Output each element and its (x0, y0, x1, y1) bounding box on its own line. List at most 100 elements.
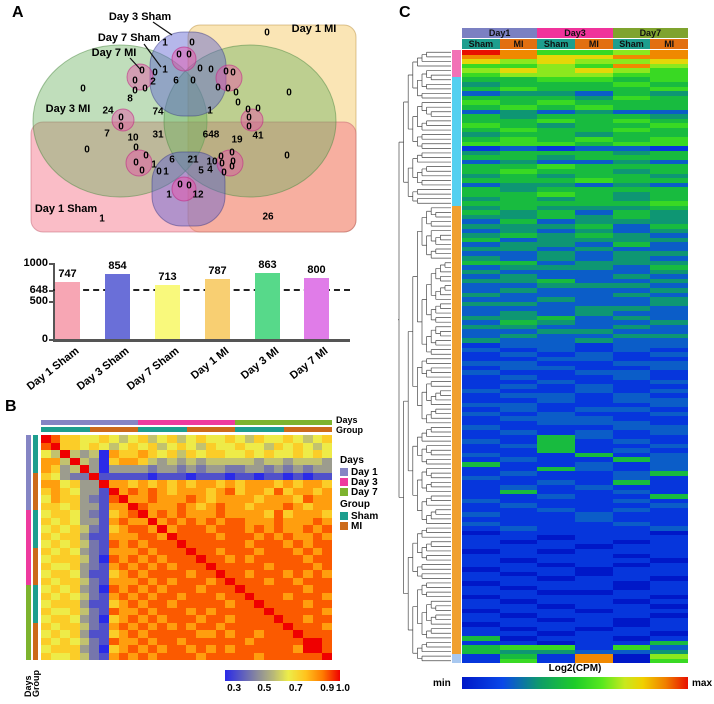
heatmap-cell (612, 636, 651, 641)
heatmap-cell (537, 256, 576, 261)
c-colorbar-min: min (433, 678, 451, 689)
heatmap-cell (254, 540, 265, 548)
heatmap-row (462, 297, 689, 302)
heatmap-cell (167, 630, 177, 638)
heatmap-cell (137, 510, 148, 518)
heatmap-cell (60, 592, 71, 600)
heatmap-cell (264, 652, 274, 660)
heatmap-cell (215, 495, 226, 503)
heatmap-cell (89, 615, 100, 623)
heatmap-cell (205, 592, 216, 600)
heatmap-cell (612, 310, 651, 316)
heatmap-cell (612, 278, 651, 284)
heatmap-cell (612, 603, 651, 609)
heatmap-cell (462, 416, 500, 421)
heatmap-cell (293, 615, 303, 623)
heatmap-cell (575, 219, 613, 224)
heatmap-cell (176, 525, 187, 533)
heatmap-cell (612, 256, 651, 261)
heatmap-cell (462, 654, 500, 659)
heatmap-cell (108, 585, 119, 593)
heatmap-cell (650, 466, 689, 472)
heatmap-cell (499, 603, 538, 609)
heatmap-cell (462, 343, 500, 348)
heatmap-cell (312, 480, 323, 488)
heatmap-cell (176, 540, 187, 548)
heatmap-cell (462, 581, 500, 586)
heatmap-cell (612, 452, 651, 458)
heatmap-cell (234, 517, 245, 525)
heatmap-cell (196, 517, 206, 525)
heatmap-cell (108, 592, 119, 600)
heatmap-row (462, 420, 689, 426)
heatmap-cell (462, 196, 500, 202)
heatmap-cell (108, 622, 119, 630)
heatmap-cell (322, 637, 332, 645)
heatmap-cell (60, 562, 71, 570)
heatmap-cell (50, 525, 61, 533)
heatmap-cell (650, 352, 689, 357)
heatmap-cell (650, 626, 689, 632)
heatmap-cell (650, 228, 689, 234)
heatmap-cell (186, 495, 197, 503)
heatmap-cell (157, 585, 168, 593)
heatmap-cell (612, 365, 651, 371)
heatmap-cell (462, 535, 500, 540)
heatmap-cell (128, 622, 138, 630)
heatmap-cell (575, 526, 613, 531)
heatmap-cell (312, 510, 323, 518)
heatmap-cell (60, 517, 71, 525)
heatmap-cell (128, 510, 138, 518)
heatmap-cell (650, 182, 689, 188)
heatmap-cell (137, 450, 148, 458)
heatmap-row (462, 526, 689, 531)
heatmap-cell (79, 502, 90, 510)
heatmap-cell (254, 607, 265, 615)
heatmap-cell (302, 442, 313, 450)
heatmap-cell (575, 608, 613, 614)
heatmap-cell (176, 622, 187, 630)
heatmap-cell (137, 555, 148, 563)
heatmap-row (462, 338, 689, 343)
venn-set-label: Day 1 MI (291, 23, 337, 35)
heatmap-cell (293, 532, 303, 540)
heatmap-cell (186, 510, 197, 518)
heatmap-row (462, 384, 689, 389)
heatmap-cell (537, 95, 576, 101)
heatmap-cell (575, 278, 613, 284)
heatmap-cell (302, 637, 313, 645)
heatmap-cell (462, 375, 500, 380)
heatmap-cell (575, 484, 613, 490)
heatmap-cell (157, 570, 168, 578)
heatmap-cell (147, 585, 158, 593)
heatmap-cell (89, 562, 100, 570)
heatmap-cell (264, 495, 274, 503)
heatmap-cell (650, 72, 689, 78)
heatmap-cell (575, 361, 613, 366)
heatmap-cell (293, 577, 303, 585)
heatmap-cell (650, 462, 689, 467)
heatmap-cell (650, 338, 689, 343)
heatmap-cell (537, 516, 576, 522)
heatmap-cell (322, 645, 332, 653)
heatmap-cell (118, 540, 129, 548)
heatmap-cell (462, 187, 500, 192)
heatmap-cell (462, 420, 500, 426)
heatmap-cell (499, 242, 538, 247)
venn-set-label: Day 3 Sham (108, 11, 172, 23)
heatmap-cell (537, 388, 576, 394)
heatmap-cell (650, 420, 689, 426)
heatmap-cell (99, 540, 109, 548)
heatmap-cell (575, 123, 613, 128)
heatmap-cell (612, 370, 651, 376)
heatmap-cell (118, 615, 129, 623)
heatmap-cell (462, 562, 500, 568)
heatmap-row (462, 324, 689, 330)
heatmap-row (462, 256, 689, 261)
heatmap-cell (264, 487, 274, 495)
heatmap-cell (575, 136, 613, 142)
heatmap-cell (462, 178, 500, 183)
heatmap-cell (537, 127, 576, 133)
heatmap-cell (186, 457, 197, 465)
